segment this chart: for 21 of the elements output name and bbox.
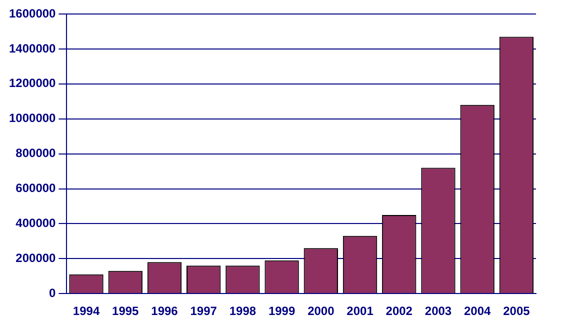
y-tick-label: 200000: [16, 250, 56, 265]
y-tick-label: 1400000: [9, 41, 56, 56]
x-tick-label: 1994: [72, 304, 100, 318]
x-tick-label: 2000: [308, 304, 335, 318]
x-tick-label: 1996: [151, 304, 178, 318]
x-tick-label: 2003: [424, 304, 452, 318]
x-tick-label: 2004: [464, 304, 492, 318]
x-tick-label: 1999: [268, 304, 296, 318]
y-tick-label: 0: [49, 286, 56, 300]
y-tick-label: 1200000: [9, 76, 56, 90]
y-tick-label: 1000000: [9, 111, 56, 126]
x-tick-label: 1998: [229, 304, 256, 318]
x-tick-label: 2001: [346, 304, 374, 318]
y-tick-label: 1600000: [9, 6, 56, 20]
y-tick-label: 400000: [16, 216, 56, 230]
x-tick-label: 2002: [386, 304, 413, 318]
x-tick-label: 2005: [503, 304, 530, 318]
y-tick-label: 800000: [16, 146, 56, 160]
x-tick-label: 1997: [190, 304, 218, 318]
y-tick-label: 600000: [16, 181, 56, 196]
x-tick-label: 1995: [112, 304, 140, 318]
